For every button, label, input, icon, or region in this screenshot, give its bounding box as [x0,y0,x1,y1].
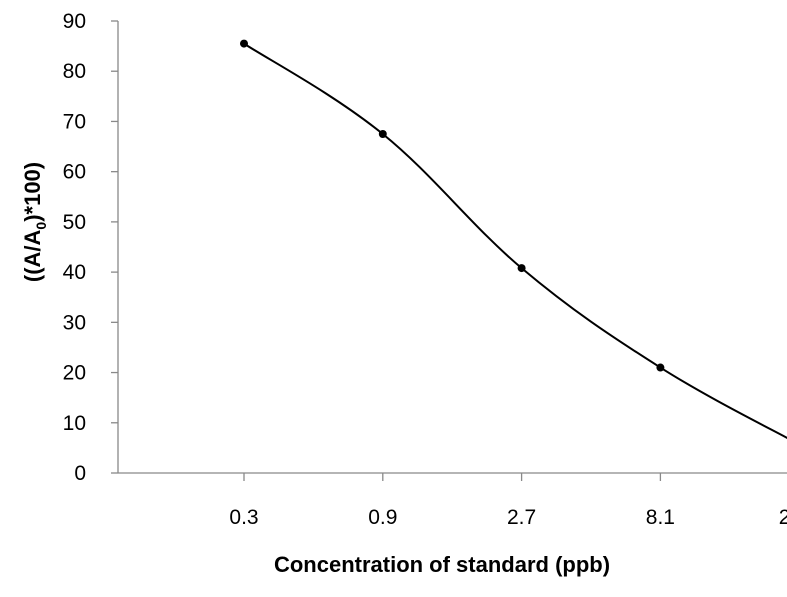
y-axis-title: ((A/A0)*100) [20,162,49,282]
y-axis-title-prefix: ((A/A [20,229,45,282]
x-tick-label: 0.3 [229,506,258,529]
x-tick-label: 2.7 [507,506,536,529]
x-axis-title: Concentration of standard (ppb) [274,552,610,577]
data-point [378,130,387,138]
data-point [656,363,665,372]
y-tick-label: 20 [63,362,86,385]
series-line [243,42,787,439]
y-tick-label: 70 [63,110,86,133]
y-axis-title-subscript: 0 [33,222,49,230]
y-tick-label: 50 [63,211,86,234]
x-axis: 0.3 0.9 2.7 8.1 24.3 [118,472,787,529]
x-tick-label: 24.3 [779,506,787,529]
y-tick-label: 10 [63,412,86,435]
data-point [517,264,526,273]
data-point [240,39,248,48]
y-axis: 0 10 20 30 40 50 60 70 80 90 [63,10,119,485]
y-tick-label: 30 [63,311,86,334]
x-tick-label: 0.9 [368,506,397,529]
y-axis-title-suffix: )*100) [20,162,45,222]
y-tick-label: 40 [63,261,86,284]
y-tick-label: 60 [63,161,86,184]
x-tick-label: 8.1 [646,506,675,529]
y-tick-label: 0 [74,462,86,485]
y-tick-label: 90 [63,10,86,33]
data-points [240,39,665,372]
y-tick-label: 80 [63,60,86,83]
